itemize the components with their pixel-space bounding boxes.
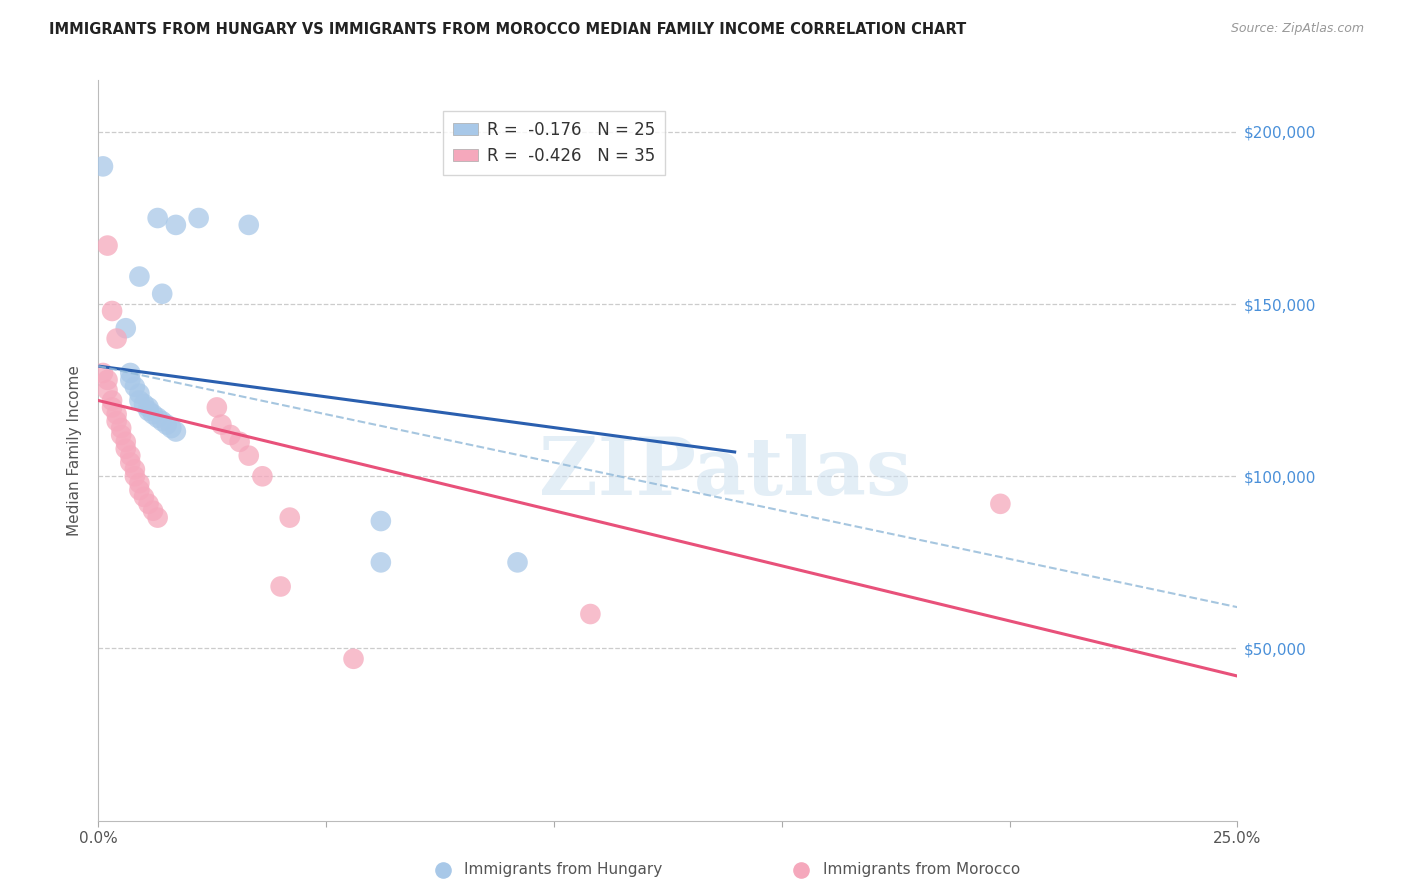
Point <box>142 407 165 421</box>
Point <box>252 469 274 483</box>
Point <box>124 462 146 476</box>
Point <box>96 383 118 397</box>
Point <box>128 393 150 408</box>
Legend: R =  -0.176   N = 25, R =  -0.426   N = 35: R = -0.176 N = 25, R = -0.426 N = 35 <box>443 111 665 175</box>
Point <box>146 510 169 524</box>
Point <box>120 373 142 387</box>
Point <box>146 211 169 225</box>
Point <box>278 510 301 524</box>
Point <box>120 366 142 380</box>
Point <box>506 555 529 569</box>
Point <box>370 514 392 528</box>
Text: ZIPatlas: ZIPatlas <box>538 434 911 512</box>
Point <box>105 414 128 428</box>
Point <box>132 490 155 504</box>
Point <box>146 410 169 425</box>
Point <box>150 414 173 428</box>
Point <box>110 421 132 435</box>
Point <box>120 456 142 470</box>
Point <box>124 469 146 483</box>
Point <box>156 417 179 432</box>
Point <box>124 380 146 394</box>
Point <box>128 269 150 284</box>
Point <box>132 397 155 411</box>
Point <box>219 428 242 442</box>
Point <box>91 160 114 174</box>
Point <box>101 401 124 415</box>
Point <box>96 238 118 252</box>
Point <box>160 421 183 435</box>
Point <box>101 304 124 318</box>
Point <box>138 404 160 418</box>
Point <box>105 332 128 346</box>
Point <box>101 393 124 408</box>
Point <box>138 497 160 511</box>
Point <box>96 373 118 387</box>
Point <box>209 417 232 432</box>
Point <box>150 286 173 301</box>
Text: IMMIGRANTS FROM HUNGARY VS IMMIGRANTS FROM MOROCCO MEDIAN FAMILY INCOME CORRELAT: IMMIGRANTS FROM HUNGARY VS IMMIGRANTS FR… <box>49 22 966 37</box>
Point <box>205 401 228 415</box>
Point <box>165 425 187 439</box>
Point <box>110 428 132 442</box>
Point <box>91 366 114 380</box>
Point <box>114 442 136 456</box>
Point <box>228 434 250 449</box>
Point <box>128 476 150 491</box>
Point <box>114 321 136 335</box>
Point <box>238 218 260 232</box>
Point <box>370 555 392 569</box>
Point <box>138 401 160 415</box>
Point <box>990 497 1012 511</box>
Text: Source: ZipAtlas.com: Source: ZipAtlas.com <box>1230 22 1364 36</box>
Point <box>142 504 165 518</box>
Point <box>342 652 364 666</box>
Point <box>114 434 136 449</box>
Point <box>128 386 150 401</box>
Point <box>187 211 209 225</box>
Point <box>105 407 128 421</box>
Point <box>270 579 292 593</box>
Text: Immigrants from Hungary: Immigrants from Hungary <box>464 863 662 877</box>
Point <box>238 449 260 463</box>
Point <box>165 218 187 232</box>
Text: Immigrants from Morocco: Immigrants from Morocco <box>823 863 1019 877</box>
Point <box>120 449 142 463</box>
Point <box>128 483 150 497</box>
Y-axis label: Median Family Income: Median Family Income <box>67 365 83 536</box>
Point <box>579 607 602 621</box>
